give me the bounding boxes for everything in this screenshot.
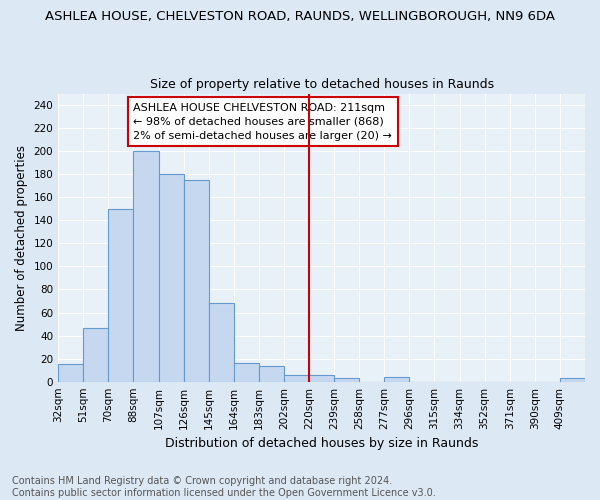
Title: Size of property relative to detached houses in Raunds: Size of property relative to detached ho… bbox=[149, 78, 494, 91]
Bar bbox=[83, 328, 109, 382]
Text: Contains HM Land Registry data © Crown copyright and database right 2024.
Contai: Contains HM Land Registry data © Crown c… bbox=[12, 476, 436, 498]
Bar bbox=[109, 209, 133, 382]
Bar bbox=[158, 174, 184, 382]
Bar bbox=[560, 378, 585, 382]
Y-axis label: Number of detached properties: Number of detached properties bbox=[15, 144, 28, 330]
Bar bbox=[259, 366, 284, 382]
Bar bbox=[234, 363, 259, 382]
Bar bbox=[58, 364, 83, 382]
Text: ASHLEA HOUSE CHELVESTON ROAD: 211sqm
← 98% of detached houses are smaller (868)
: ASHLEA HOUSE CHELVESTON ROAD: 211sqm ← 9… bbox=[133, 103, 392, 141]
Bar bbox=[209, 304, 234, 382]
Text: ASHLEA HOUSE, CHELVESTON ROAD, RAUNDS, WELLINGBOROUGH, NN9 6DA: ASHLEA HOUSE, CHELVESTON ROAD, RAUNDS, W… bbox=[45, 10, 555, 23]
X-axis label: Distribution of detached houses by size in Raunds: Distribution of detached houses by size … bbox=[165, 437, 478, 450]
Bar bbox=[133, 151, 158, 382]
Bar bbox=[284, 375, 309, 382]
Bar bbox=[184, 180, 209, 382]
Bar bbox=[309, 375, 334, 382]
Bar bbox=[385, 377, 409, 382]
Bar bbox=[334, 378, 359, 382]
